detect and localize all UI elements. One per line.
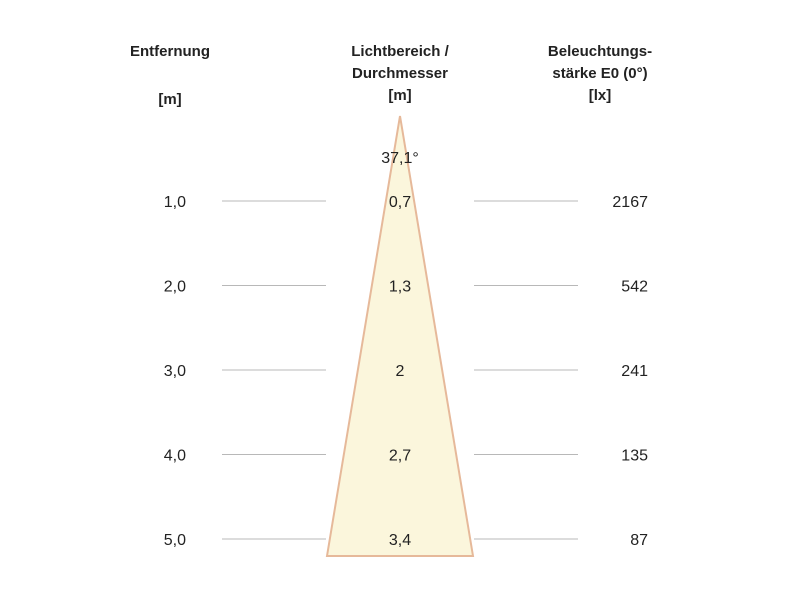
diameter-value: 1,3 (389, 279, 411, 296)
diameter-value: 3,4 (389, 532, 411, 549)
distance-value: 5,0 (164, 532, 186, 549)
chart-rows: 1,0 0,7 2167 2,0 1,3 542 3,0 2 241 4,0 2,7 135 5,0 3,… (164, 194, 648, 549)
illuminance-header-title-line1: Beleuchtungs- (547, 43, 653, 60)
distance-value: 3,0 (164, 363, 186, 380)
beam-header-unit: [m] (388, 87, 412, 104)
beam-header-title-line2: Durchmesser (352, 65, 448, 82)
beam-angle-label: 37,1° (381, 150, 419, 167)
illuminance-value: 2167 (612, 194, 648, 211)
illuminance-value: 87 (630, 532, 648, 549)
illuminance-value: 542 (621, 279, 648, 296)
data-row: 4,0 2,7 135 (164, 448, 648, 465)
illuminance-header-unit: [lx] (588, 87, 612, 104)
illuminance-column-header: Beleuchtungs- stärke E0 (0°) [lx] (510, 41, 690, 107)
beam-header-title-line1: Lichtbereich / (351, 43, 449, 60)
data-row: 3,0 2 241 (164, 363, 648, 380)
distance-value: 4,0 (164, 448, 186, 465)
light-cone (325, 115, 475, 557)
data-row: 5,0 3,4 87 (164, 532, 648, 549)
distance-column-header: Entfernung [m] (110, 41, 230, 108)
distance-header-title: Entfernung (130, 43, 210, 60)
diameter-value: 2 (396, 363, 405, 380)
diameter-value: 0,7 (389, 194, 411, 211)
illuminance-header-title-line2: stärke E0 (0°) (552, 65, 648, 82)
beam-column-header: Lichtbereich / Durchmesser [m] (320, 41, 480, 107)
distance-value: 2,0 (164, 279, 186, 296)
illuminance-value: 241 (621, 363, 648, 380)
distance-header-unit: [m] (158, 91, 182, 108)
distance-value: 1,0 (164, 194, 186, 211)
data-row: 1,0 0,7 2167 (164, 194, 648, 211)
diameter-value: 2,7 (389, 448, 411, 465)
illuminance-value: 135 (621, 448, 648, 465)
data-row: 2,0 1,3 542 (164, 279, 648, 296)
